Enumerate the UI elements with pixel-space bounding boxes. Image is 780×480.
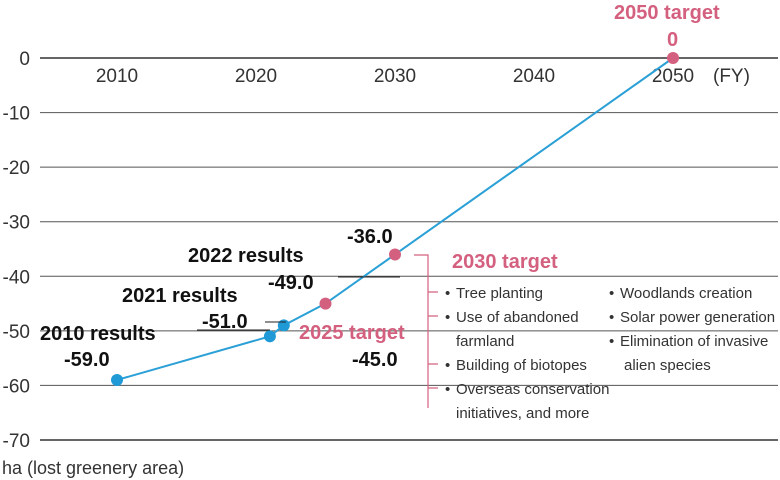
x-tick-label: 2020 [235, 66, 277, 87]
y-tick-label: -50 [3, 322, 30, 343]
bullet-dot: • [609, 285, 614, 302]
data-point-2050 [667, 52, 679, 64]
annotation-item: Overseas conservation [456, 381, 609, 398]
y-tick-label: -60 [3, 376, 30, 397]
annotation-col1: • Tree planting • Use of abandoned farml… [445, 285, 609, 422]
annotation-item: farmland [456, 333, 514, 350]
annotation-bracket [414, 254, 438, 408]
data-point-2010 [111, 373, 123, 386]
y-tick-label: -70 [3, 431, 30, 452]
data-point-2022 [277, 319, 290, 332]
x-tick-label: 2010 [96, 66, 138, 87]
value-2050-target: 0 [667, 29, 678, 51]
bullet-dot: • [445, 285, 450, 302]
value-2021-results: -51.0 [202, 311, 248, 333]
bullet-dot: • [445, 357, 450, 374]
series-line [116, 57, 674, 381]
value-2025-target: -45.0 [352, 349, 398, 371]
y-tick-label: -10 [3, 104, 30, 125]
annotation-item: alien species [624, 357, 711, 374]
bullet-dot: • [445, 381, 450, 398]
y-unit-label: ha (lost greenery area) [2, 458, 184, 478]
label-2025-target: 2025 target [299, 322, 405, 344]
annotation-title: 2030 target [452, 251, 558, 273]
x-tick-labels: 2010 2020 2030 2040 2050 [96, 66, 694, 87]
annotation-item: Building of biotopes [456, 357, 587, 374]
annotation-col2: • Woodlands creation • Solar power gener… [609, 285, 775, 374]
data-markers [111, 52, 679, 386]
annotation-item: Solar power generation [620, 309, 775, 326]
bullet-dot: • [445, 309, 450, 326]
x-tick-label: 2030 [374, 66, 416, 87]
label-2050-target: 2050 target [614, 2, 720, 24]
y-tick-label: -30 [3, 213, 30, 234]
annotation-item: Use of abandoned [456, 309, 579, 326]
x-tick-label: 2050 [652, 66, 694, 87]
y-tick-label: 0 [19, 49, 30, 70]
annotation-item: Tree planting [456, 285, 543, 302]
x-unit-label: (FY) [713, 66, 750, 87]
data-point-2021 [263, 330, 276, 343]
grid-lines [40, 57, 778, 441]
data-point-2030 [389, 248, 401, 261]
value-2010-results: -59.0 [64, 349, 110, 371]
y-tick-label: -20 [3, 158, 30, 179]
label-2022-results: 2022 results [188, 245, 304, 267]
data-point-2025 [319, 297, 332, 310]
label-2010-results: 2010 results [40, 323, 156, 345]
y-tick-label: -40 [3, 267, 30, 288]
annotation-item: Elimination of invasive [620, 333, 768, 350]
bullet-dot: • [609, 309, 614, 326]
value-2022-results: -49.0 [268, 272, 314, 294]
y-tick-labels: 0 -10 -20 -30 -40 -50 -60 -70 [3, 49, 30, 452]
x-tick-label: 2040 [513, 66, 555, 87]
leader-lines [197, 276, 400, 331]
annotation-item: initiatives, and more [456, 405, 589, 422]
annotation-item: Woodlands creation [620, 285, 752, 302]
label-2021-results: 2021 results [122, 285, 238, 307]
bullet-dot: • [609, 333, 614, 350]
value-2030-target: -36.0 [347, 226, 393, 248]
